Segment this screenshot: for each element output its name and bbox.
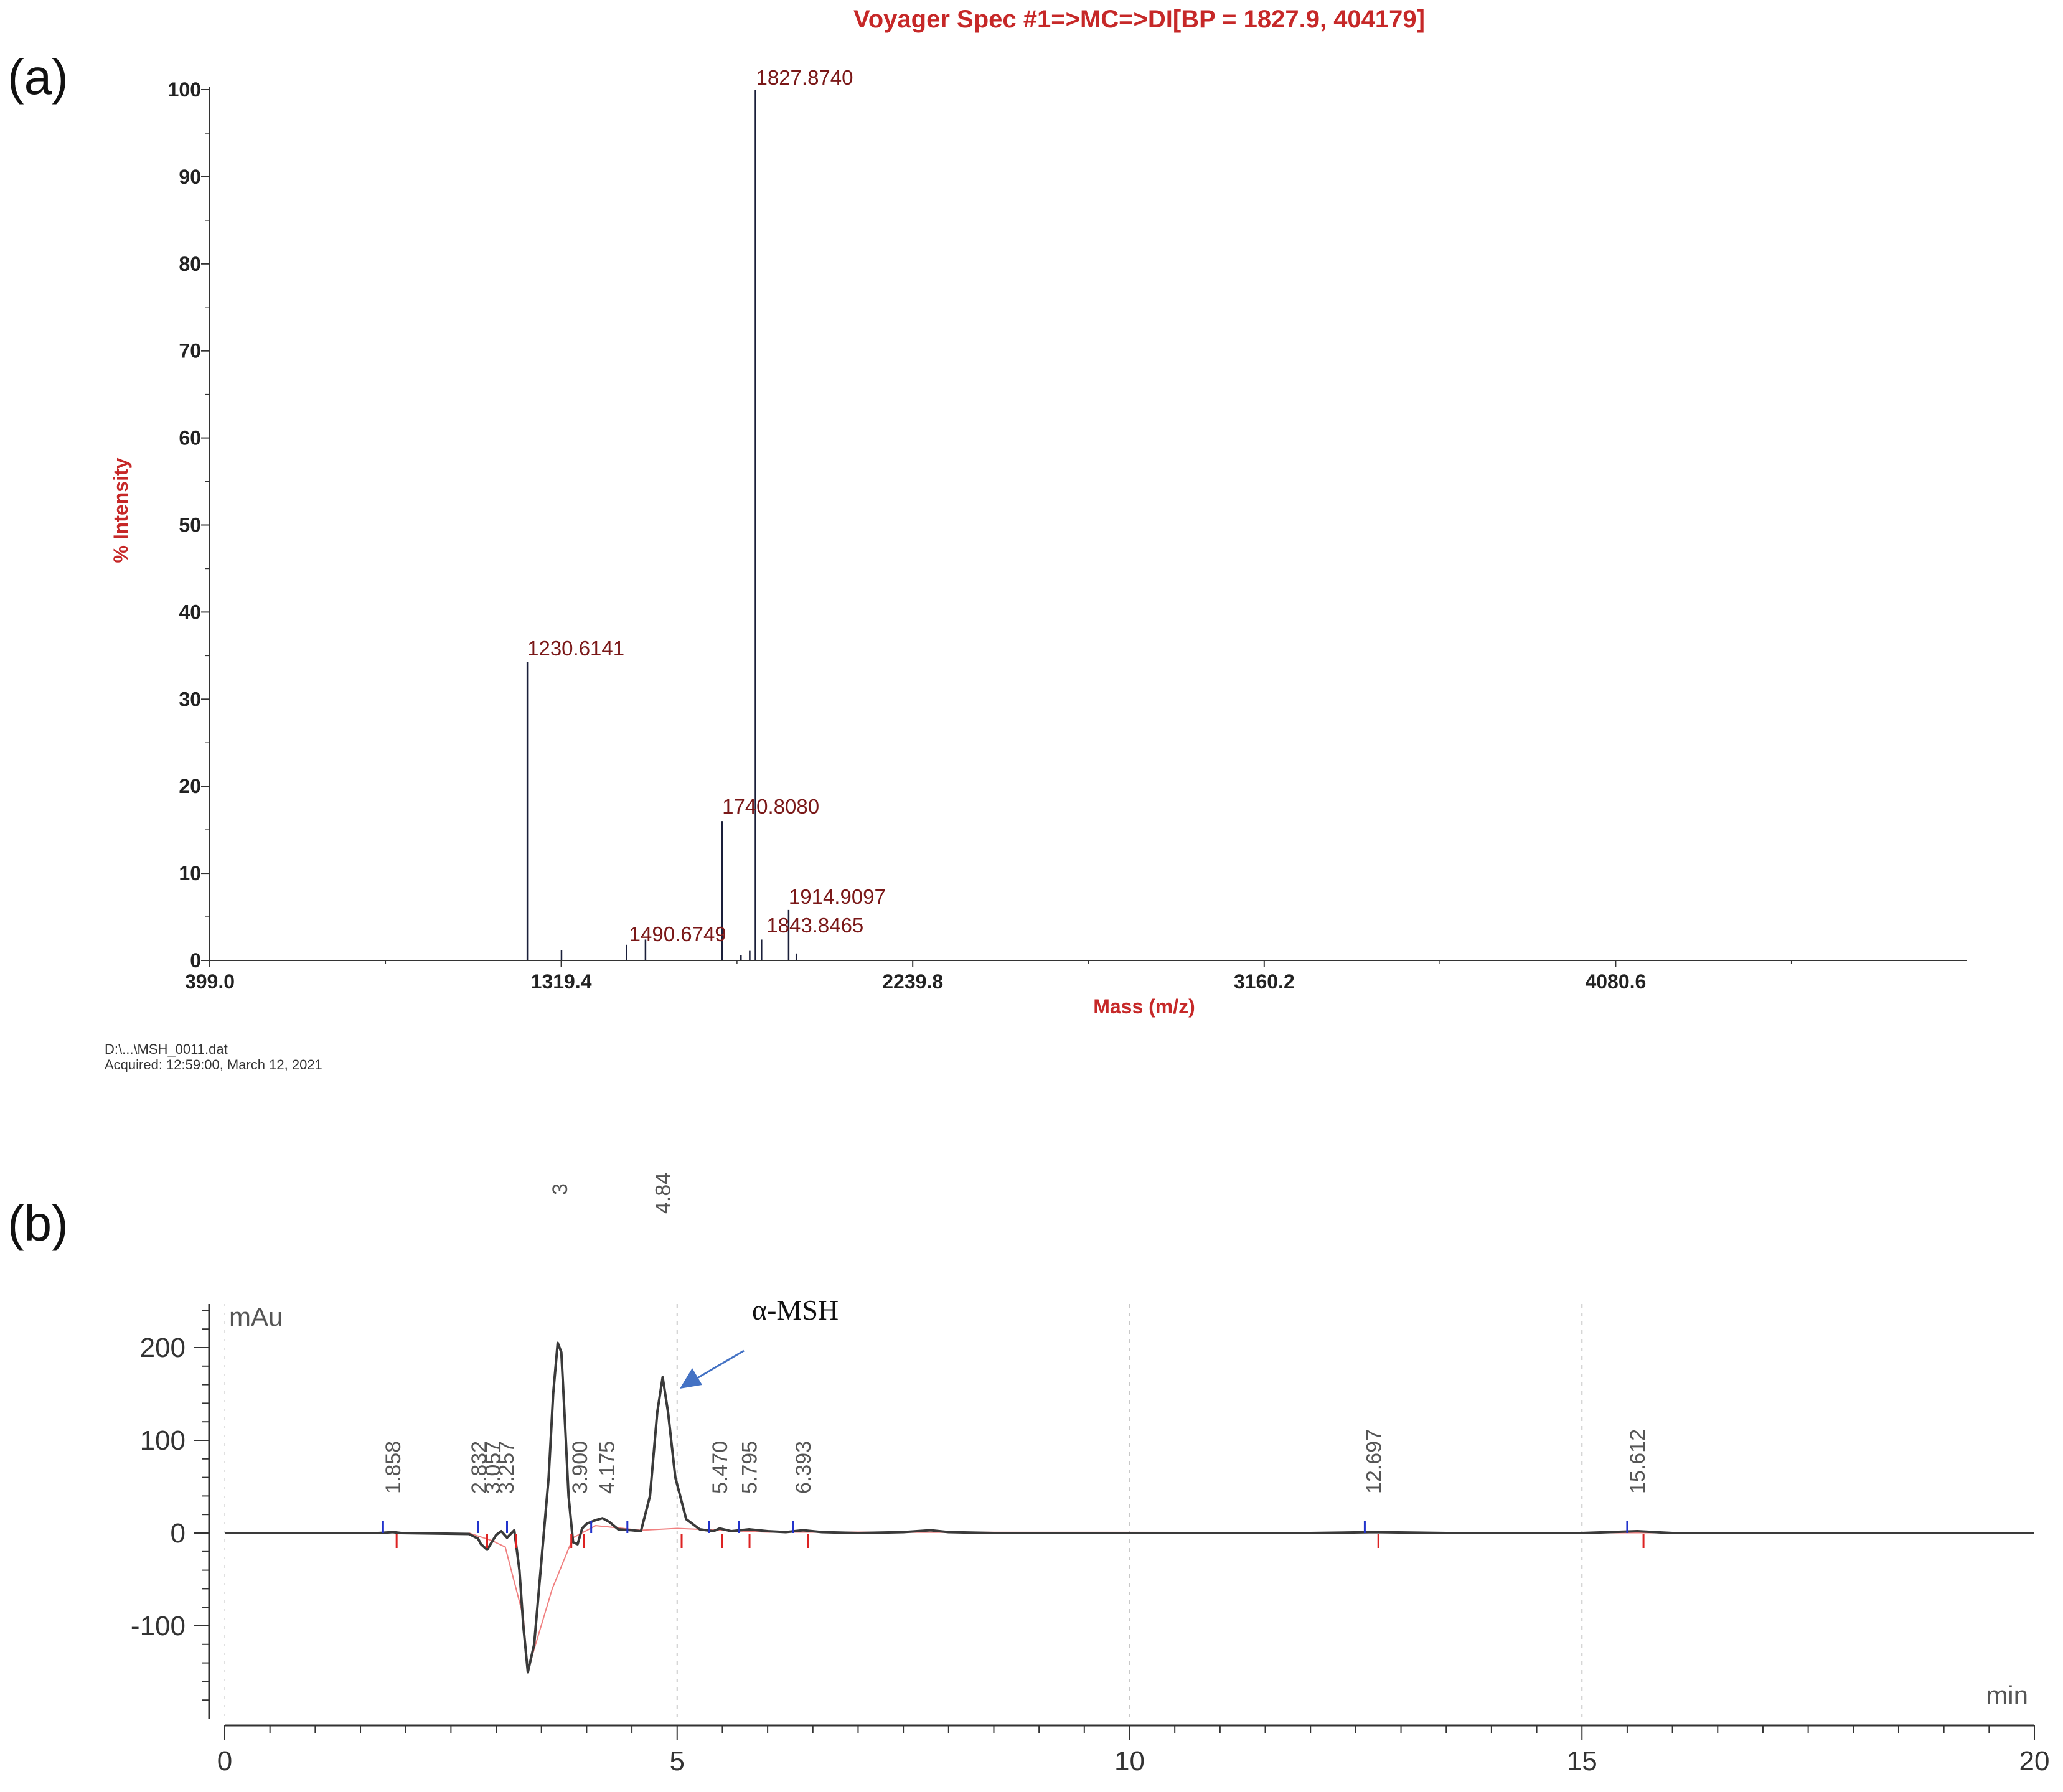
x-tick-label: 5 [670, 1746, 685, 1776]
x-tick-label: 1319.4 [531, 970, 592, 993]
footer-acquired: Acquired: 12:59:00, March 12, 2021 [105, 1057, 322, 1072]
mass-spectrum-chart: Voyager Spec #1=>MC=>DI[BP = 1827.9, 404… [105, 6, 1967, 1072]
annotation-arrow [693, 1349, 745, 1381]
peak-rt-label: 3 [548, 1183, 572, 1195]
peak-rt-label: 3.900 [568, 1441, 592, 1494]
y-tick-label: 10 [179, 862, 201, 884]
footer-file-path: D:\...\MSH_0011.dat [105, 1041, 228, 1057]
peak-rt-label: 5.795 [738, 1441, 761, 1494]
peak-rt-label: 4.175 [595, 1441, 619, 1494]
peak-rt-label: 1.858 [382, 1441, 405, 1494]
y-tick-label: 40 [179, 601, 201, 623]
ms-peak-label: 1827.8740 [756, 66, 853, 89]
y-tick-label: 20 [179, 775, 201, 797]
y-tick-label: 30 [179, 688, 201, 710]
peak-rt-label: 6.393 [792, 1441, 815, 1494]
chromatogram-trace [225, 1341, 2034, 1674]
peak-rt-label: 2.832 [468, 1441, 491, 1494]
ms-peak-label: 1740.8080 [722, 795, 819, 818]
panel-label-a: (a) [7, 49, 68, 105]
y-tick-label: 100 [168, 78, 201, 101]
y-tick-label: 60 [179, 427, 201, 449]
y-tick-label: 90 [179, 166, 201, 188]
ms-peak-label: 1843.8465 [766, 914, 863, 937]
x-tick-label: 399.0 [185, 970, 235, 993]
panel-label-b: (b) [7, 1196, 68, 1251]
alpha-msh-annotation: α-MSH [752, 1294, 839, 1326]
y-tick-label: 70 [179, 340, 201, 362]
peak-rt-label: 12.697 [1363, 1429, 1386, 1494]
y-tick-label: 50 [179, 514, 201, 537]
x-tick-label: 10 [1114, 1746, 1145, 1776]
integration-baseline [469, 1525, 2035, 1671]
peak-rt-label: 15.612 [1626, 1429, 1650, 1494]
annotation-arrowhead [680, 1368, 702, 1389]
ms-peak-label: 1914.9097 [789, 885, 886, 908]
peak-rt-label: 4.84 [651, 1173, 675, 1214]
y-tick-label: 200 [140, 1333, 186, 1363]
y-tick-label: 100 [140, 1425, 186, 1456]
y-tick-label: 0 [171, 1518, 186, 1549]
x-tick-label: 4080.6 [1585, 970, 1646, 993]
peak-rt-label: 3.057 [481, 1441, 505, 1494]
x-tick-label: 2239.8 [882, 970, 943, 993]
chromatogram-panel: (b) 200 100 0 -100 mAu 0 5 10 15 20 min 1.858 2.832 3… [0, 1170, 2063, 1792]
x-tick-label: 20 [2019, 1746, 2050, 1776]
x-tick-label: 15 [1567, 1746, 1597, 1776]
y-axis-label: % Intensity [110, 457, 132, 563]
x-tick-label: 0 [217, 1746, 232, 1776]
chromatogram-chart: 200 100 0 -100 mAu 0 5 10 15 20 min 1.858 2.8323.057… [131, 1173, 2050, 1776]
x-tick-label: 3160.2 [1234, 970, 1295, 993]
x-axis-label: Mass (m/z) [1093, 995, 1195, 1018]
y-tick-label: 80 [179, 253, 201, 275]
x-unit-label: min [1986, 1681, 2028, 1710]
peak-rt-label: 3.257 [495, 1441, 519, 1494]
y-tick-label: 0 [190, 949, 201, 972]
y-tick-label: -100 [131, 1611, 186, 1641]
chart-title: Voyager Spec #1=>MC=>DI[BP = 1827.9, 404… [853, 6, 1425, 33]
y-unit-label: mAu [229, 1302, 283, 1331]
ms-peak-label: 1230.6141 [527, 637, 624, 660]
mass-spectrum-panel: (a) Voyager Spec #1=>MC=>DI[BP = 1827.9,… [7, 6, 1967, 1072]
ms-peak-label: 1490.6749 [629, 922, 726, 945]
peak-rt-label: 5.470 [708, 1441, 732, 1494]
